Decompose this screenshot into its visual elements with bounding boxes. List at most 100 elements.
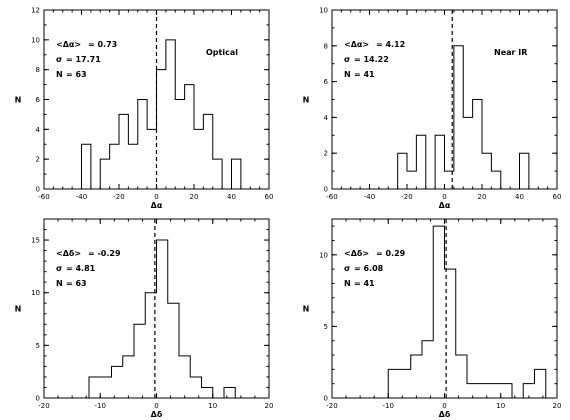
- histogram-bar: [138, 100, 147, 190]
- histogram-bar: [190, 377, 201, 398]
- x-tick-label: 0: [154, 193, 158, 201]
- y-axis-label: N: [303, 96, 310, 105]
- y-tick-label: 4: [324, 114, 329, 122]
- histogram-bar: [388, 369, 399, 398]
- y-axis-label: N: [15, 96, 22, 105]
- histogram-bar: [478, 384, 489, 398]
- stat-label: N: [344, 70, 351, 79]
- stat-value: = 63: [66, 279, 87, 288]
- x-tick-label: 10: [208, 402, 217, 410]
- histogram-bar: [82, 144, 91, 189]
- y-tick-label: 15: [31, 237, 40, 245]
- y-tick-label: 4: [36, 126, 41, 134]
- histogram-panel-2: -60 -40 -20 0 20 40 60 0 2 4 6 8 10 Δα N <Δα> = 4.12 σ = 1…: [303, 7, 562, 211]
- x-tick-label: -40: [364, 193, 375, 201]
- histogram-bar: [157, 240, 168, 398]
- stat-label: <Δα>: [56, 40, 81, 49]
- histogram-bar: [433, 226, 444, 398]
- histogram-bar: [456, 355, 467, 398]
- x-tick-label: -10: [383, 402, 394, 410]
- histogram-bar: [100, 377, 111, 398]
- x-tick-label: 20: [265, 402, 274, 410]
- stat-label: N: [344, 279, 351, 288]
- x-tick-label: 60: [553, 193, 562, 201]
- y-tick-label: 0: [36, 395, 40, 403]
- stat-label: <Δδ>: [56, 249, 81, 258]
- stat-value: = 4.81: [66, 264, 96, 273]
- stat-value: = 63: [66, 70, 87, 79]
- x-tick-label: 0: [154, 402, 158, 410]
- x-tick-label: 20: [190, 193, 199, 201]
- y-tick-label: 10: [319, 251, 328, 259]
- stat-value: = 6.08: [354, 264, 384, 273]
- stat-value: = 41: [354, 279, 375, 288]
- histogram-bar: [119, 114, 128, 189]
- histogram-outline: [81, 39, 242, 190]
- histogram-bar: [224, 387, 235, 398]
- stat-label: <Δδ>: [344, 249, 369, 258]
- x-axis-label: Δδ: [151, 410, 163, 419]
- x-tick-label: 10: [496, 402, 505, 410]
- y-tick-label: 10: [31, 289, 40, 297]
- histogram-bar: [232, 159, 241, 189]
- panel-label: Optical: [206, 48, 238, 57]
- x-tick-label: 60: [265, 193, 274, 201]
- x-axis-label: Δδ: [439, 410, 451, 419]
- histogram-bar: [400, 369, 411, 398]
- x-axis-label: Δα: [151, 201, 163, 210]
- y-tick-label: 2: [324, 150, 328, 158]
- y-tick-label: 6: [324, 78, 329, 86]
- histogram-outline: [88, 239, 236, 399]
- x-tick-label: -20: [326, 402, 337, 410]
- histogram-bar: [422, 341, 433, 398]
- stat-value: = 41: [354, 70, 375, 79]
- histogram-bar: [482, 153, 491, 189]
- x-tick-label: -20: [113, 193, 124, 201]
- histogram-bar: [147, 129, 156, 189]
- stat-value: = 0.29: [376, 249, 406, 258]
- histogram-bar: [175, 100, 184, 190]
- histogram-bar: [490, 384, 501, 398]
- x-tick-label: -60: [38, 193, 49, 201]
- histogram-bar: [100, 159, 109, 189]
- y-tick-label: 0: [324, 186, 328, 194]
- histogram-bar: [463, 117, 472, 189]
- y-tick-label: 8: [324, 42, 328, 50]
- x-tick-label: -20: [401, 193, 412, 201]
- stat-label: σ: [56, 264, 62, 273]
- x-tick-label: -60: [326, 193, 337, 201]
- stat-label: σ: [56, 55, 62, 64]
- x-tick-label: -20: [38, 402, 49, 410]
- y-tick-label: 2: [36, 156, 40, 164]
- x-tick-label: 40: [227, 193, 236, 201]
- stat-label: σ: [344, 264, 350, 273]
- y-tick-label: 10: [31, 36, 40, 44]
- stat-value: = 0.73: [88, 40, 117, 49]
- x-axis-label: Δα: [439, 201, 451, 210]
- histogram-bar: [168, 303, 179, 398]
- histogram-bar: [473, 100, 482, 190]
- histogram-bar: [416, 135, 425, 189]
- histogram-bar: [213, 159, 222, 189]
- histogram-bar: [203, 114, 212, 189]
- histogram-bar: [520, 153, 529, 189]
- y-tick-label: 0: [36, 186, 40, 194]
- histogram-bar: [407, 171, 416, 189]
- stat-label: σ: [344, 55, 350, 64]
- histogram-bar: [411, 355, 422, 398]
- x-tick-label: 0: [442, 193, 446, 201]
- x-tick-label: -40: [76, 193, 87, 201]
- histogram-outline: [387, 225, 547, 399]
- histogram-bar: [202, 387, 213, 398]
- y-axis-label: N: [15, 305, 22, 314]
- histogram-bar: [123, 356, 134, 398]
- histogram-bar: [398, 153, 407, 189]
- stat-label: N: [56, 70, 63, 79]
- histogram-bar: [194, 129, 203, 189]
- stat-label: <Δα>: [344, 40, 369, 49]
- y-tick-label: 5: [324, 323, 328, 331]
- y-tick-label: 12: [31, 7, 40, 15]
- y-axis-label: N: [303, 305, 310, 314]
